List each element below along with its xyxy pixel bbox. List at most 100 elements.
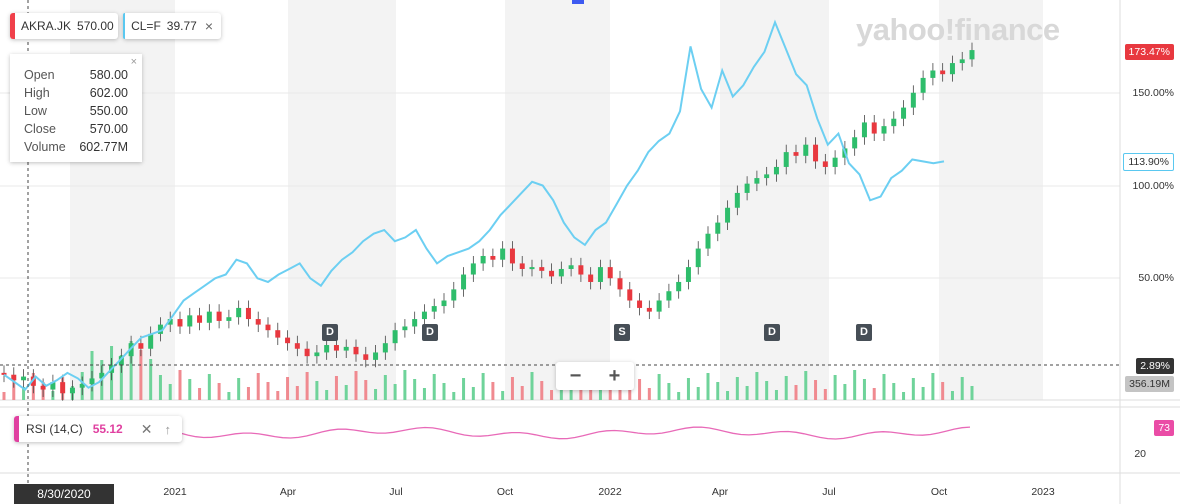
- volume-bar: [295, 386, 299, 400]
- volume-bar: [207, 374, 211, 400]
- candle-body: [285, 337, 291, 344]
- volume-bar: [276, 391, 280, 400]
- candle-body: [21, 376, 27, 381]
- volume-bar: [960, 377, 964, 400]
- candle-body: [294, 343, 300, 349]
- legend-chip-akra[interactable]: AKRA.JK 570.00: [10, 13, 118, 39]
- volume-bar: [550, 390, 554, 400]
- candle-body: [773, 166, 779, 175]
- volume-bar: [540, 381, 544, 400]
- split-marker[interactable]: S: [614, 324, 630, 341]
- volume-bar: [589, 380, 593, 400]
- volume-bar: [657, 374, 661, 400]
- zoom-controls: − +: [556, 362, 634, 390]
- volume-bar: [491, 382, 495, 400]
- candle-body: [138, 343, 144, 349]
- x-tick-2022: 2022: [598, 486, 622, 498]
- volume-bar: [403, 370, 407, 400]
- dividend-marker[interactable]: D: [764, 324, 780, 341]
- tooltip-close-icon[interactable]: ×: [130, 56, 137, 68]
- candle-body: [500, 248, 506, 260]
- rsi-line: [179, 426, 971, 440]
- candle-body: [646, 307, 652, 312]
- high-label: High: [24, 86, 50, 100]
- volume-bar: [814, 380, 818, 400]
- volume-bar: [862, 379, 866, 400]
- low-label: Low: [24, 104, 47, 118]
- x-tick-jul-2022: Jul: [822, 486, 836, 498]
- volume-bar: [726, 391, 730, 400]
- volume-bar: [970, 386, 974, 400]
- volume-bar: [843, 384, 847, 400]
- candle-body: [685, 267, 691, 282]
- close-value: 570.00: [89, 122, 128, 136]
- candle-body: [157, 324, 163, 334]
- volume-bar: [647, 388, 651, 400]
- candle-body: [245, 307, 251, 320]
- remove-comparison-close-icon[interactable]: ×: [204, 18, 213, 34]
- volume-bar: [149, 359, 153, 400]
- candle-body: [69, 387, 75, 394]
- volume-bar: [569, 385, 573, 400]
- candle-body: [30, 376, 36, 386]
- dividend-marker[interactable]: D: [856, 324, 872, 341]
- candle-body: [881, 126, 887, 134]
- rsi-close-icon[interactable]: ✕: [140, 420, 153, 437]
- akra-symbol: AKRA.JK: [21, 19, 72, 33]
- y-tick-50: 50.00%: [1138, 272, 1174, 284]
- candle-body: [734, 192, 740, 208]
- volume-value: 602.77M: [79, 140, 128, 154]
- volume-bar: [452, 392, 456, 400]
- volume-bar: [530, 372, 534, 400]
- rsi-legend-chip[interactable]: RSI (14,C) 55.12 ✕ ↑: [14, 416, 182, 442]
- candle-body: [99, 372, 105, 379]
- candle-body: [715, 222, 721, 234]
- cl-price-line: [3, 19, 945, 391]
- candle-body: [558, 268, 564, 277]
- candle-body: [803, 144, 809, 156]
- volume-bar: [286, 377, 290, 400]
- y-tick-150: 150.00%: [1132, 87, 1174, 99]
- akra-last-tag: 173.47%: [1124, 44, 1174, 60]
- candle-body: [891, 118, 897, 127]
- volume-bar: [266, 382, 270, 400]
- volume-bar: [432, 374, 436, 400]
- zoom-out-button[interactable]: −: [569, 364, 582, 387]
- candle-body: [969, 50, 975, 60]
- yahoo-finance-logo: yahoo!finance: [856, 12, 1060, 47]
- zoom-in-button[interactable]: +: [608, 364, 621, 387]
- candle-body: [187, 315, 193, 327]
- x-tick-jul-2021: Jul: [389, 486, 403, 498]
- dividend-marker[interactable]: D: [422, 324, 438, 341]
- volume-bar: [911, 378, 915, 400]
- month-band: [288, 0, 396, 400]
- range-marker: [572, 0, 584, 4]
- candle-body: [490, 255, 496, 260]
- candle-body: [118, 356, 124, 366]
- candle-body: [949, 63, 955, 75]
- candle-body: [236, 307, 242, 318]
- volume-bar: [872, 388, 876, 400]
- close-label: Close: [24, 122, 56, 136]
- candle-body: [1, 372, 7, 375]
- volume-label: Volume: [24, 140, 66, 154]
- candle-body: [226, 317, 232, 321]
- volume-bar: [325, 390, 329, 400]
- candle-body: [519, 263, 525, 269]
- volume-bar: [178, 370, 182, 400]
- volume-bar: [481, 373, 485, 400]
- candle-body: [617, 278, 623, 290]
- candle-body: [402, 326, 408, 331]
- volume-bar: [667, 383, 671, 400]
- volume-bar: [501, 391, 505, 400]
- dividend-marker[interactable]: D: [322, 324, 338, 341]
- rsi-expand-arrow-icon[interactable]: ↑: [164, 421, 171, 437]
- candle-body: [167, 319, 173, 325]
- candle-body: [255, 319, 261, 325]
- candle-body: [901, 107, 907, 119]
- cl-last-tag: 113.90%: [1123, 153, 1174, 171]
- legend-chip-cl[interactable]: CL=F 39.77 ×: [123, 13, 221, 39]
- volume-bar: [892, 383, 896, 400]
- volume-bar: [374, 389, 378, 400]
